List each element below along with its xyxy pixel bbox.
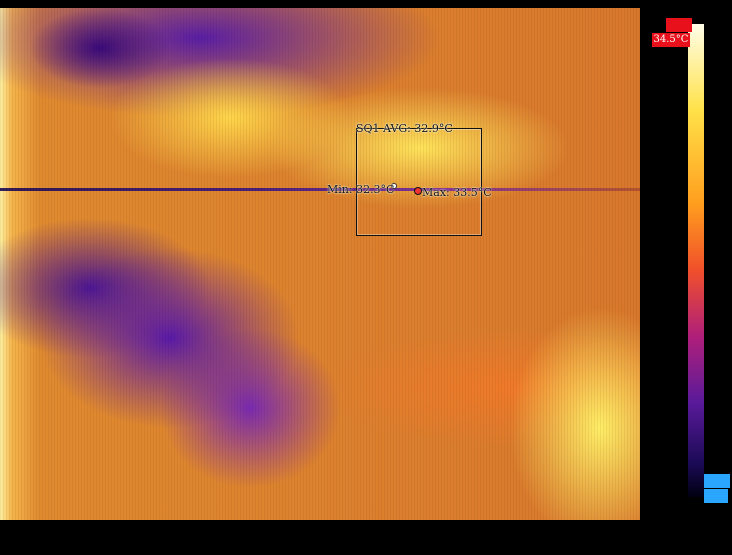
scale-min-flag[interactable] xyxy=(704,474,730,488)
roi-average-label: SQ1 AVG: 32.9°C xyxy=(356,122,453,135)
color-scale-bar xyxy=(688,24,704,497)
max-point-marker xyxy=(414,187,422,195)
scale-max-flag[interactable] xyxy=(666,18,692,32)
thermal-image xyxy=(0,8,640,520)
max-temperature-label: Max: 33.5°C xyxy=(422,186,492,199)
cold-seam-line xyxy=(0,188,640,191)
scale-min-value xyxy=(704,489,728,503)
min-temperature-label: Min: 32.3°C xyxy=(327,183,395,196)
min-point-marker xyxy=(391,183,397,189)
roi-box[interactable] xyxy=(356,128,482,236)
scale-max-value: 34.5°C xyxy=(652,33,690,47)
sensor-noise-texture xyxy=(0,8,640,520)
